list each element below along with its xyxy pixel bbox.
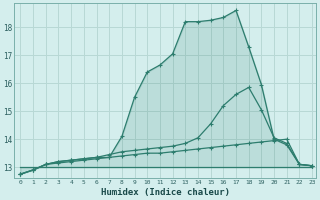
X-axis label: Humidex (Indice chaleur): Humidex (Indice chaleur) (100, 188, 229, 197)
